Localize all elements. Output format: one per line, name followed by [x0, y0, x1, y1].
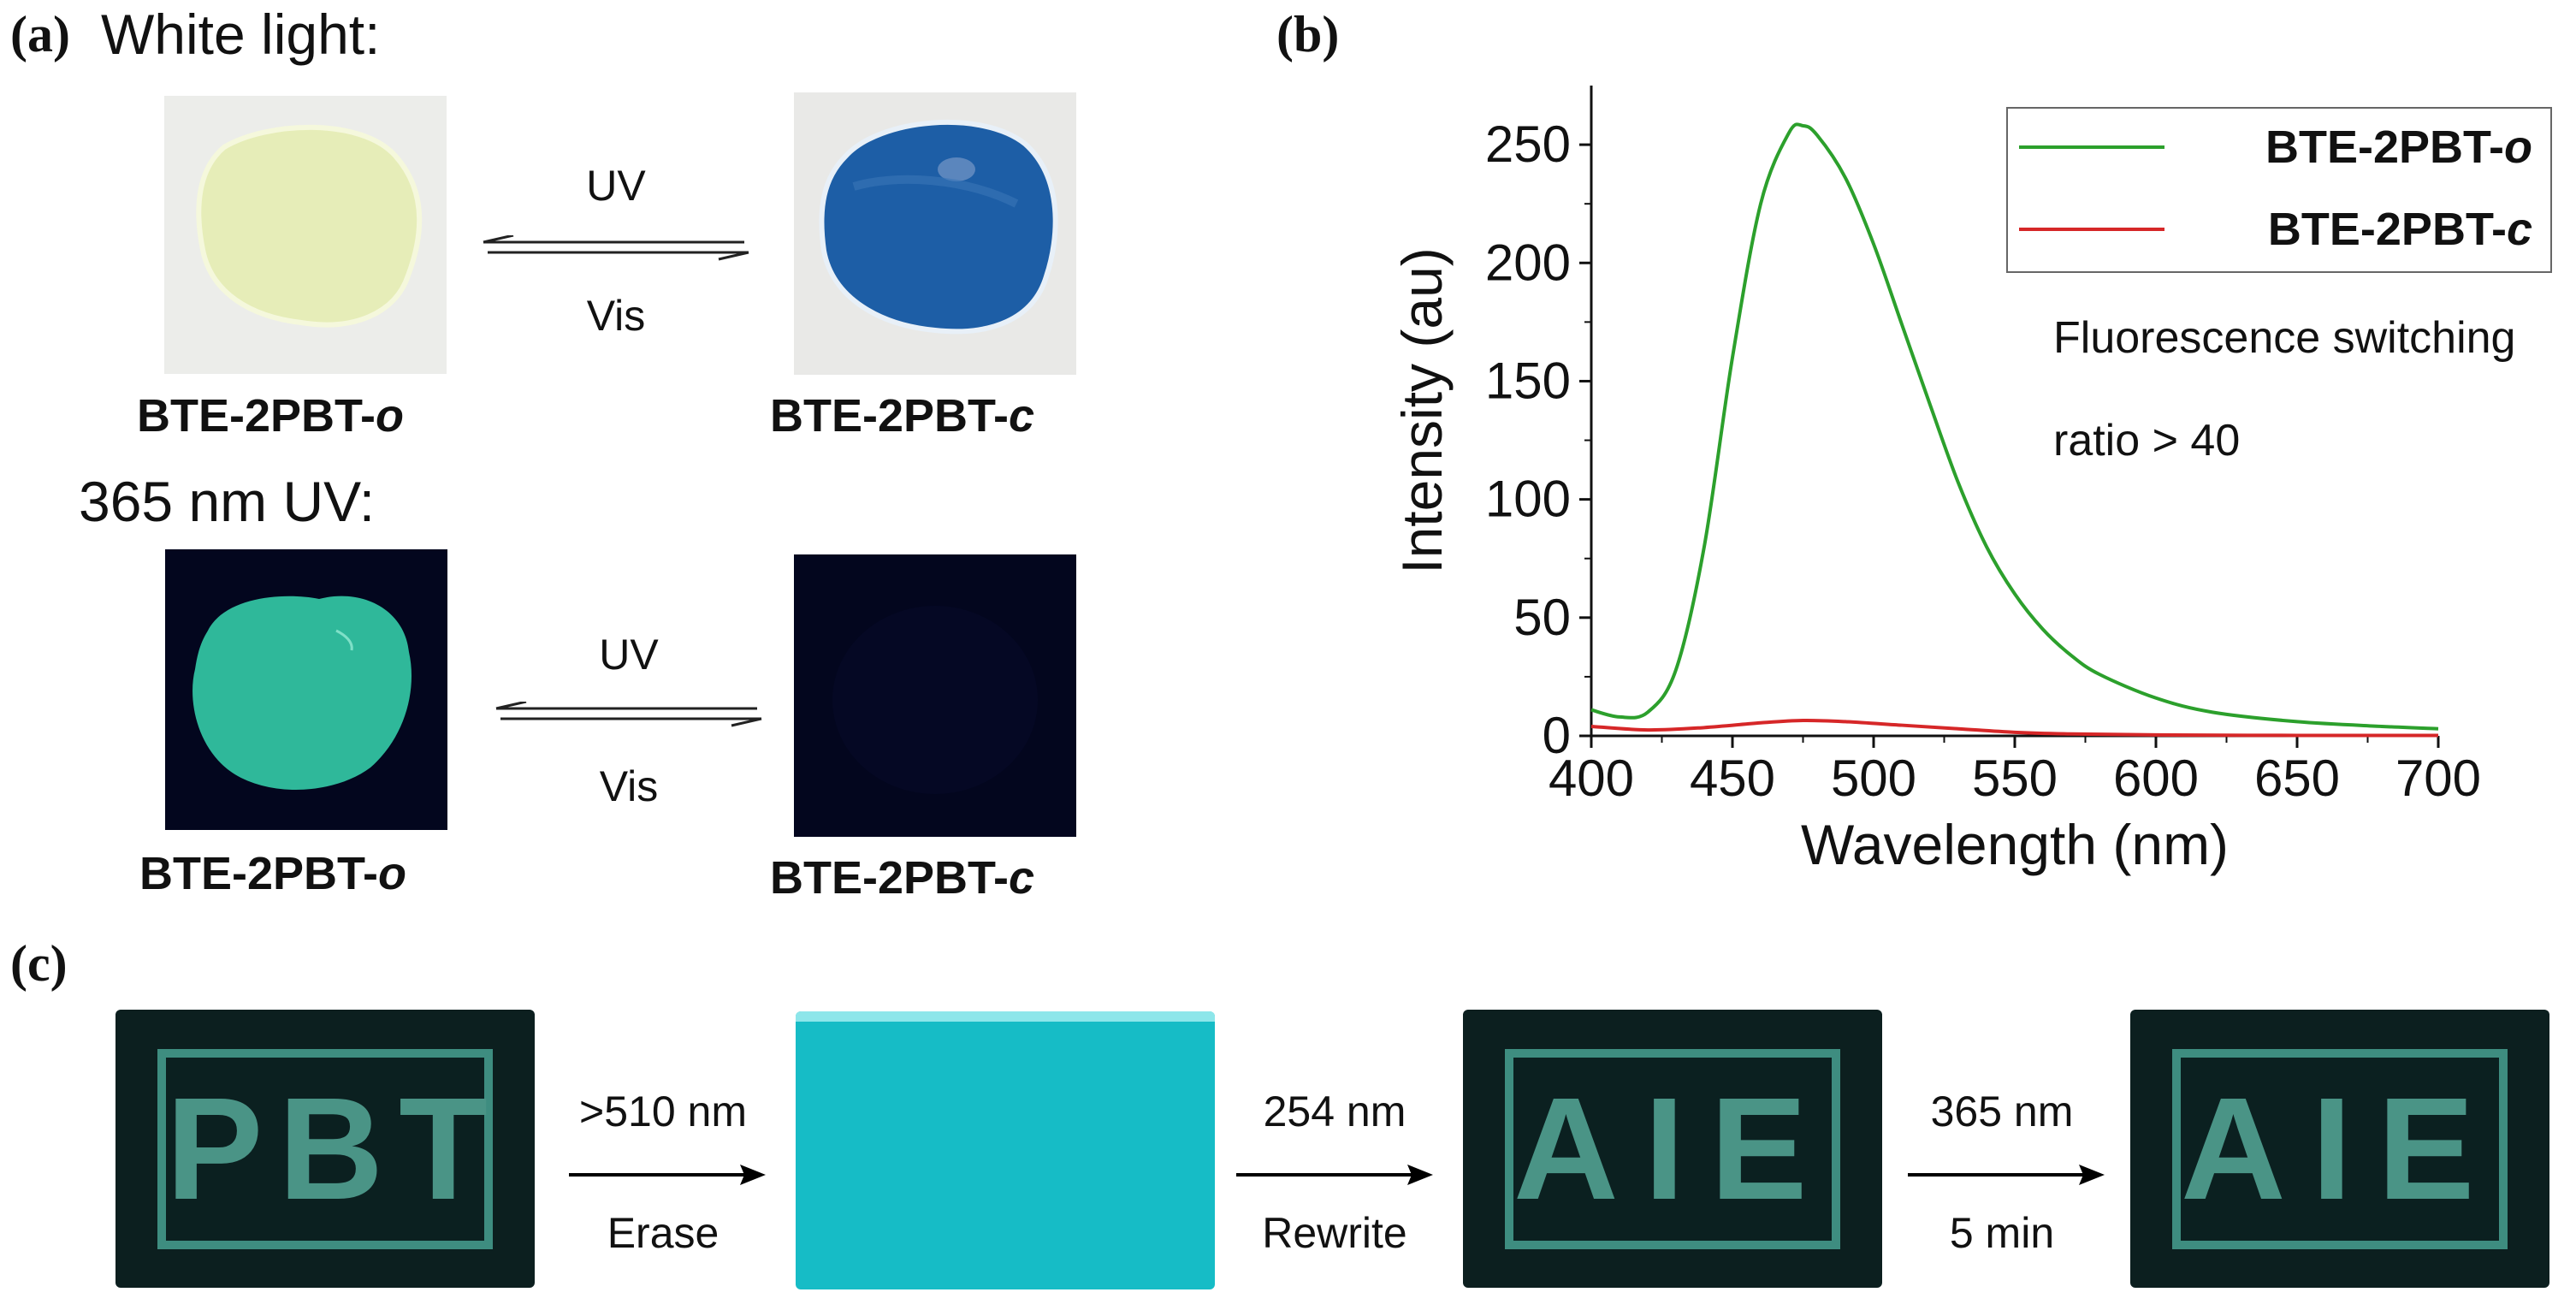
card-pbt-text: PBT: [166, 1067, 503, 1230]
panel-b-label: (b): [1276, 6, 1340, 62]
white-arrow-top-label: UV: [586, 162, 646, 210]
legend-label-c: BTE-2PBT-c: [2268, 204, 2532, 255]
white-light-closed-sample: [794, 92, 1076, 375]
y-tick-label: 50: [1513, 589, 1571, 646]
step-3-arrow: [1908, 1165, 2105, 1185]
card-aie-rewrite-plate: AIE: [1505, 1048, 1840, 1249]
uv-arrow-top-label: UV: [599, 631, 659, 679]
panel-a-label: (a): [10, 6, 70, 62]
uv-arrow-bottom-label: Vis: [599, 762, 659, 810]
annotation-ratio: ratio > 40: [2053, 416, 2240, 465]
legend-o-prefix: BTE-2PBT-: [2265, 122, 2504, 173]
step-1-arrow: [569, 1165, 766, 1185]
step-1-top: >510 nm: [579, 1088, 747, 1135]
annotation-switching: Fluorescence switching: [2053, 313, 2515, 363]
y-tick-label: 150: [1485, 352, 1571, 409]
uv-open-caption: BTE-2PBT-o: [139, 847, 406, 900]
card-aie-after-text: AIE: [2181, 1067, 2501, 1230]
open-film-shape: [196, 124, 423, 328]
card-aie-after-plate: AIE: [2172, 1048, 2508, 1249]
chart-series: [1590, 122, 2439, 738]
y-tick-label: 250: [1485, 116, 1571, 173]
emission-chart: 400 450 500 550 600 650 700 0 50 100 150 200 250 Wav…: [1390, 86, 2552, 876]
reversible-arrow-white: [483, 235, 749, 261]
legend-o-suffix: o: [2504, 122, 2532, 173]
uv-open-caption-prefix: BTE-2PBT-: [139, 848, 379, 899]
y-tick-label: 0: [1543, 707, 1571, 764]
step-2-arrow: [1236, 1165, 1433, 1185]
legend-c-suffix: c: [2507, 204, 2532, 255]
x-axis-label: Wavelength (nm): [1801, 813, 2229, 876]
x-tick-label: 650: [2254, 750, 2340, 807]
chart-ticks: 400 450 500 550 600 650 700 0 50 100 150 200 250: [1485, 116, 2481, 807]
step-1-bottom: Erase: [607, 1209, 720, 1257]
legend-box: [2006, 107, 2552, 273]
step-3-top: 365 nm: [1930, 1088, 2074, 1135]
card-pbt-plate: PBT: [157, 1048, 493, 1249]
legend-label-o: BTE-2PBT-o: [2265, 122, 2532, 173]
card-aie-after: AIE: [2130, 1010, 2549, 1288]
white-open-caption-prefix: BTE-2PBT-: [137, 390, 376, 442]
uv-open-sample: [165, 549, 447, 830]
series-line-0: [1590, 122, 2439, 731]
uv365-heading: 365 nm UV:: [79, 470, 376, 533]
white-light-heading: White light:: [101, 3, 381, 66]
series-line-1: [1590, 718, 2439, 738]
white-open-caption-suffix: o: [376, 390, 405, 442]
uv-closed-caption: BTE-2PBT-c: [770, 851, 1034, 904]
uv-closed-caption-prefix: BTE-2PBT-: [770, 852, 1010, 904]
y-axis-label: Intensity (au): [1390, 247, 1454, 574]
card-erased: [796, 1011, 1215, 1289]
white-closed-caption: BTE-2PBT-c: [770, 389, 1034, 442]
white-arrow-bottom-label: Vis: [586, 292, 646, 340]
white-closed-caption-suffix: c: [1009, 390, 1035, 442]
uv-closed-caption-suffix: c: [1009, 852, 1035, 904]
white-open-caption: BTE-2PBT-o: [137, 389, 404, 442]
x-tick-label: 450: [1690, 750, 1775, 807]
y-tick-label: 100: [1485, 471, 1571, 528]
x-tick-label: 400: [1549, 750, 1634, 807]
card-aie-rewrite: AIE: [1463, 1010, 1882, 1288]
x-tick-label: 500: [1831, 750, 1916, 807]
panel-c-label: (c): [10, 935, 68, 992]
white-closed-caption-prefix: BTE-2PBT-: [770, 390, 1010, 442]
step-3-bottom: 5 min: [1949, 1209, 2055, 1257]
step-2-top: 254 nm: [1263, 1088, 1406, 1135]
reversible-arrow-uv: [495, 702, 762, 727]
card-pbt: PBT: [115, 1010, 535, 1288]
legend-c-prefix: BTE-2PBT-: [2268, 204, 2507, 255]
uv-closed-sample: [794, 554, 1076, 837]
x-tick-label: 550: [1972, 750, 2058, 807]
step-2-bottom: Rewrite: [1262, 1209, 1407, 1257]
y-tick-label: 200: [1485, 234, 1571, 291]
x-tick-label: 700: [2395, 750, 2481, 807]
uv-open-caption-suffix: o: [378, 848, 407, 899]
uv-open-film-shape: [192, 596, 412, 791]
x-tick-label: 600: [2113, 750, 2199, 807]
card-aie-rewrite-text: AIE: [1513, 1067, 1833, 1230]
closed-film-shape: [819, 119, 1058, 335]
white-light-open-sample: [164, 96, 447, 374]
